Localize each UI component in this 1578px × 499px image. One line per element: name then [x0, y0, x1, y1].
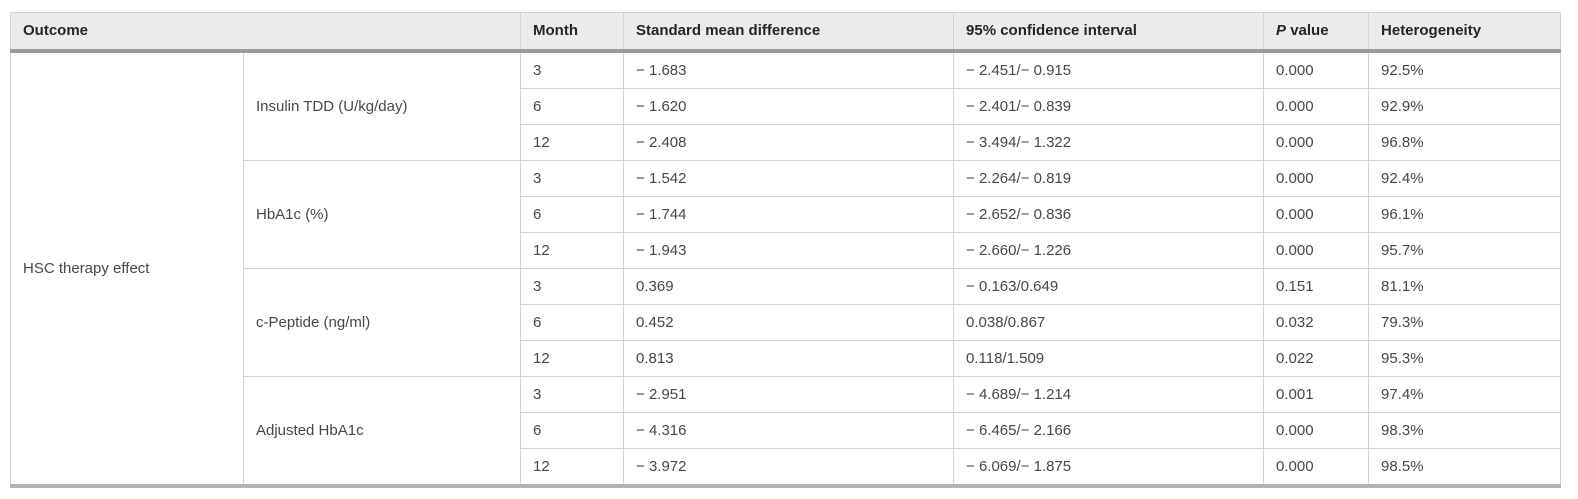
- pvalue-cell: 0.000: [1263, 88, 1370, 125]
- header-heterogeneity-label: Heterogeneity: [1381, 22, 1482, 39]
- header-smd: Standard mean difference: [623, 12, 955, 53]
- header-pvalue-italic: P: [1276, 22, 1287, 39]
- measure-cell: Insulin TDD (U/kg/day): [242, 50, 522, 161]
- month-cell: 6: [520, 412, 625, 449]
- smd-cell: 0.452: [623, 304, 955, 341]
- month-cell: 3: [520, 376, 625, 413]
- month-cell: 3: [520, 268, 625, 305]
- header-outcome: Outcome: [9, 12, 522, 53]
- outcome-cell: HSC therapy effect: [10, 50, 244, 487]
- pvalue-cell: 0.000: [1263, 412, 1370, 449]
- ci-cell: − 0.163/0.649: [953, 268, 1265, 305]
- month-cell: 12: [520, 232, 625, 269]
- heterogeneity-cell: 97.4%: [1368, 376, 1562, 413]
- smd-cell: − 1.744: [623, 196, 955, 233]
- smd-cell: − 2.951: [623, 376, 955, 413]
- pvalue-cell: 0.000: [1263, 160, 1370, 197]
- table-header-row: Outcome Month Standard mean difference 9…: [9, 12, 1562, 53]
- pvalue-cell: 0.151: [1263, 268, 1370, 305]
- measure-cell: HbA1c (%): [242, 160, 522, 269]
- heterogeneity-cell: 92.9%: [1368, 88, 1562, 125]
- header-heterogeneity: Heterogeneity: [1368, 12, 1562, 53]
- header-month-label: Month: [533, 22, 578, 39]
- heterogeneity-cell: 95.7%: [1368, 232, 1562, 269]
- pvalue-cell: 0.000: [1263, 232, 1370, 269]
- heterogeneity-cell: 81.1%: [1368, 268, 1562, 305]
- heterogeneity-cell: 96.8%: [1368, 124, 1562, 161]
- header-pvalue-rest: value: [1286, 22, 1329, 39]
- month-cell: 12: [520, 124, 625, 161]
- pvalue-cell: 0.032: [1263, 304, 1370, 341]
- header-outcome-label: Outcome: [23, 22, 89, 39]
- smd-cell: − 2.408: [623, 124, 955, 161]
- heterogeneity-cell: 79.3%: [1368, 304, 1562, 341]
- table-row: 6 − 1.744 − 2.652/− 0.836 0.000 96.1%: [11, 196, 1562, 233]
- smd-cell: − 1.620: [623, 88, 955, 125]
- pvalue-cell: 0.000: [1263, 50, 1370, 89]
- pvalue-cell: 0.001: [1263, 376, 1370, 413]
- table-row: 12 0.813 0.118/1.509 0.022 95.3%: [11, 340, 1562, 377]
- table-row: 12 − 3.972 − 6.069/− 1.875 0.000 98.5%: [11, 448, 1562, 487]
- heterogeneity-cell: 96.1%: [1368, 196, 1562, 233]
- month-cell: 12: [520, 340, 625, 377]
- heterogeneity-cell: 92.4%: [1368, 160, 1562, 197]
- ci-cell: − 2.401/− 0.839: [953, 88, 1265, 125]
- pvalue-cell: 0.000: [1263, 124, 1370, 161]
- header-smd-label: Standard mean difference: [636, 22, 821, 39]
- table-row: Adjusted HbA1c 3 − 2.951 − 4.689/− 1.214…: [11, 376, 1562, 487]
- header-ci: 95% confidence interval: [953, 12, 1265, 53]
- ci-cell: − 2.451/− 0.915: [953, 50, 1265, 89]
- ci-cell: − 6.465/− 2.166: [953, 412, 1265, 449]
- month-cell: 3: [520, 50, 625, 89]
- ci-cell: − 4.689/− 1.214: [953, 376, 1265, 413]
- ci-cell: − 2.652/− 0.836: [953, 196, 1265, 233]
- month-cell: 6: [520, 88, 625, 125]
- pvalue-cell: 0.000: [1263, 196, 1370, 233]
- meta-analysis-results-table: Outcome Month Standard mean difference 9…: [9, 12, 1562, 488]
- table-row: 6 0.452 0.038/0.867 0.032 79.3%: [11, 304, 1562, 341]
- header-pvalue: P value: [1263, 12, 1370, 53]
- table-row: 12 − 1.943 − 2.660/− 1.226 0.000 95.7%: [11, 232, 1562, 269]
- ci-cell: − 2.660/− 1.226: [953, 232, 1265, 269]
- table-row: HbA1c (%) 3 − 1.542 − 2.264/− 0.819 0.00…: [11, 160, 1562, 269]
- ci-cell: − 3.494/− 1.322: [953, 124, 1265, 161]
- ci-cell: 0.118/1.509: [953, 340, 1265, 377]
- smd-cell: − 1.943: [623, 232, 955, 269]
- smd-cell: − 1.542: [623, 160, 955, 197]
- heterogeneity-cell: 98.5%: [1368, 448, 1562, 487]
- heterogeneity-cell: 92.5%: [1368, 50, 1562, 89]
- heterogeneity-cell: 98.3%: [1368, 412, 1562, 449]
- measure-cell: Adjusted HbA1c: [242, 376, 522, 487]
- ci-cell: 0.038/0.867: [953, 304, 1265, 341]
- smd-cell: − 4.316: [623, 412, 955, 449]
- smd-cell: − 1.683: [623, 50, 955, 89]
- measure-cell: c-Peptide (ng/ml): [242, 268, 522, 377]
- month-cell: 12: [520, 448, 625, 487]
- pvalue-cell: 0.000: [1263, 448, 1370, 487]
- smd-cell: − 3.972: [623, 448, 955, 487]
- month-cell: 6: [520, 304, 625, 341]
- smd-cell: 0.813: [623, 340, 955, 377]
- header-month: Month: [520, 12, 625, 53]
- smd-cell: 0.369: [623, 268, 955, 305]
- table-row: 6 − 1.620 − 2.401/− 0.839 0.000 92.9%: [11, 88, 1562, 125]
- heterogeneity-cell: 95.3%: [1368, 340, 1562, 377]
- ci-cell: − 6.069/− 1.875: [953, 448, 1265, 487]
- pvalue-cell: 0.022: [1263, 340, 1370, 377]
- month-cell: 6: [520, 196, 625, 233]
- month-cell: 3: [520, 160, 625, 197]
- table-row: 6 − 4.316 − 6.465/− 2.166 0.000 98.3%: [11, 412, 1562, 449]
- header-ci-label: 95% confidence interval: [966, 22, 1137, 39]
- ci-cell: − 2.264/− 0.819: [953, 160, 1265, 197]
- table-row: HSC therapy effect Insulin TDD (U/kg/day…: [10, 50, 1562, 487]
- table-row: c-Peptide (ng/ml) 3 0.369 − 0.163/0.649 …: [11, 268, 1562, 377]
